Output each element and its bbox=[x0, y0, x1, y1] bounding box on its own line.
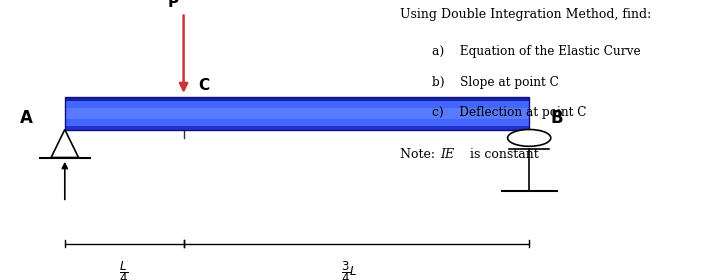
Text: c)    Deflection at point C: c) Deflection at point C bbox=[432, 106, 587, 119]
Text: IE: IE bbox=[441, 148, 455, 161]
Text: b)    Slope at point C: b) Slope at point C bbox=[432, 76, 559, 88]
Bar bbox=[65, 108, 529, 119]
Text: is constant: is constant bbox=[466, 148, 539, 161]
Text: C: C bbox=[198, 78, 209, 93]
Circle shape bbox=[508, 129, 551, 146]
Bar bbox=[65, 97, 529, 101]
Text: Using Double Integration Method, find:: Using Double Integration Method, find: bbox=[400, 8, 651, 21]
Text: $\dfrac{3}{4}L$: $\dfrac{3}{4}L$ bbox=[341, 259, 358, 280]
Polygon shape bbox=[51, 129, 78, 157]
Text: a)    Equation of the Elastic Curve: a) Equation of the Elastic Curve bbox=[432, 45, 641, 58]
Text: $\dfrac{L}{4}$: $\dfrac{L}{4}$ bbox=[120, 259, 129, 280]
Bar bbox=[65, 101, 529, 126]
Bar bbox=[65, 97, 529, 129]
Text: P: P bbox=[167, 0, 179, 10]
Text: B: B bbox=[551, 109, 564, 127]
Bar bbox=[65, 126, 529, 129]
Text: Note:: Note: bbox=[400, 148, 438, 161]
Text: A: A bbox=[19, 109, 32, 127]
